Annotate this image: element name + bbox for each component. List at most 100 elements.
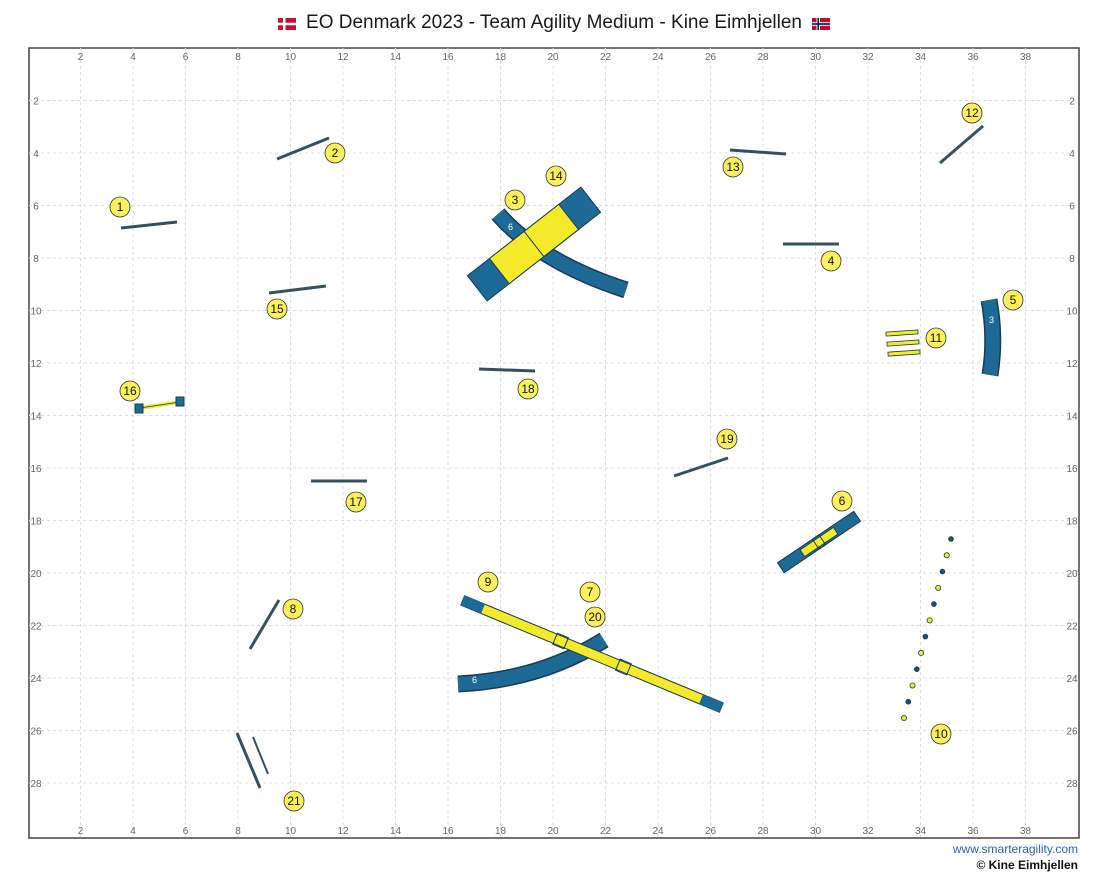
x-tick-bottom: 32: [862, 826, 874, 837]
y-tick-left: 4: [33, 149, 39, 160]
marker-circle: [584, 606, 606, 628]
denmark-flag-icon: [278, 17, 297, 30]
x-tick-top: 16: [442, 52, 454, 63]
marker-number: 8: [290, 602, 297, 616]
marker-number: 11: [930, 331, 943, 345]
y-tick-left: 18: [30, 517, 42, 528]
marker-number: 15: [270, 302, 284, 316]
marker-circle: [930, 723, 952, 745]
tunnel-right: 3: [980, 298, 1002, 377]
marker-circle: [1002, 289, 1024, 311]
y-tick-left: 10: [30, 307, 42, 318]
jump-21a: [235, 732, 262, 789]
y-tick-right: 4: [1069, 149, 1075, 160]
y-tick-left: 20: [30, 569, 42, 580]
marker-circle: [283, 790, 305, 812]
y-tick-right: 8: [1069, 254, 1075, 265]
marker-7: 7: [579, 581, 601, 603]
weave-pole: [926, 617, 933, 624]
x-tick-top: 14: [390, 52, 402, 63]
x-tick-top: 38: [1020, 52, 1032, 63]
y-tick-right: 12: [1066, 359, 1078, 370]
x-tick-top: 24: [652, 52, 664, 63]
marker-17: 17: [345, 491, 367, 513]
marker-circle: [820, 250, 842, 272]
y-tick-right: 22: [1066, 622, 1078, 633]
grid-lines: [29, 48, 1079, 838]
marker-6: 6: [831, 490, 853, 512]
x-tick-bottom: 34: [915, 826, 927, 837]
x-tick-top: 2: [78, 52, 84, 63]
marker-10: 10: [930, 723, 952, 745]
norway-flag-icon: [811, 17, 830, 30]
x-tick-top: 20: [547, 52, 559, 63]
x-tick-top: 36: [967, 52, 979, 63]
jump-1: [120, 220, 178, 230]
marker-circle: [722, 156, 744, 178]
y-tick-left: 8: [33, 254, 39, 265]
marker-circle: [324, 142, 346, 164]
y-tick-right: 10: [1066, 307, 1078, 318]
marker-number: 18: [521, 382, 535, 396]
jump-19: [673, 456, 729, 478]
x-tick-bottom: 28: [757, 826, 769, 837]
x-tick-top: 28: [757, 52, 769, 63]
marker-20: 20: [584, 606, 606, 628]
y-tick-left: 24: [30, 674, 42, 685]
y-tick-right: 6: [1069, 202, 1075, 213]
y-tick-right: 20: [1066, 569, 1078, 580]
x-tick-top: 18: [495, 52, 507, 63]
y-tick-left: 6: [33, 202, 39, 213]
y-tick-right: 24: [1066, 674, 1078, 685]
x-tick-top: 22: [600, 52, 612, 63]
marker-3: 3: [504, 189, 526, 211]
marker-number: 17: [349, 495, 363, 509]
long-jump: [885, 329, 921, 357]
marker-14: 14: [545, 165, 567, 187]
marker-number: 12: [965, 106, 979, 120]
x-tick-bottom: 8: [235, 826, 241, 837]
marker-number: 2: [332, 146, 339, 160]
marker-number: 16: [123, 384, 137, 398]
x-tick-top: 6: [183, 52, 189, 63]
x-tick-bottom: 16: [442, 826, 454, 837]
weave-pole: [943, 552, 950, 559]
jump-21b: [252, 736, 269, 775]
x-tick-bottom: 30: [810, 826, 822, 837]
tunnel-right-label: 3: [989, 315, 994, 325]
x-tick-bottom: 24: [652, 826, 664, 837]
marker-1: 1: [109, 196, 131, 218]
y-tick-left: 28: [30, 779, 42, 790]
marker-19: 19: [716, 428, 738, 450]
footer-website-link[interactable]: www.smarteragility.com: [952, 842, 1078, 856]
marker-circle: [925, 327, 947, 349]
seesaw: [776, 510, 862, 574]
marker-5: 5: [1002, 289, 1024, 311]
x-tick-top: 10: [285, 52, 297, 63]
tyre-16: [134, 396, 185, 414]
axis-ticks: 2244668810101212141416161818202022222424…: [30, 52, 1078, 837]
marker-circle: [716, 428, 738, 450]
jump-8: [248, 599, 281, 650]
weave-pole: [931, 601, 937, 607]
marker-circle: [545, 165, 567, 187]
marker-number: 5: [1010, 293, 1017, 307]
y-tick-left: 12: [30, 359, 42, 370]
x-tick-bottom: 38: [1020, 826, 1032, 837]
x-tick-bottom: 12: [337, 826, 349, 837]
marker-16: 16: [119, 380, 141, 402]
x-tick-top: 30: [810, 52, 822, 63]
dog-walk: [460, 595, 724, 713]
y-tick-left: 22: [30, 622, 42, 633]
marker-circle: [504, 189, 526, 211]
weave-pole: [905, 698, 912, 705]
weave-pole: [948, 536, 954, 542]
weave-pole: [922, 633, 929, 640]
marker-number: 9: [485, 575, 492, 589]
jump-15: [268, 284, 327, 295]
x-tick-bottom: 26: [705, 826, 717, 837]
y-tick-right: 26: [1066, 727, 1078, 738]
marker-number: 7: [587, 585, 594, 599]
